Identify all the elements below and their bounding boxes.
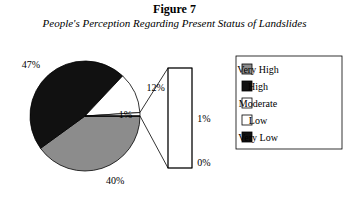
svg-text:47%: 47% [22,59,40,70]
svg-text:High: High [248,81,268,92]
svg-text:1%: 1% [197,113,210,124]
svg-text:Low: Low [249,115,268,126]
svg-text:12%: 12% [147,82,165,93]
svg-text:1%: 1% [119,109,132,120]
svg-text:Moderate: Moderate [239,98,278,109]
html-text:People's Perception Regarding: People's Perception Regarding Present St… [42,17,307,29]
svg-text:40%: 40% [106,175,124,186]
svg-text:0%: 0% [197,157,210,168]
svg-text:Very Low: Very Low [238,132,278,143]
html-text:Figure 7: Figure 7 [153,2,196,16]
svg-text:Very High: Very High [237,64,278,75]
